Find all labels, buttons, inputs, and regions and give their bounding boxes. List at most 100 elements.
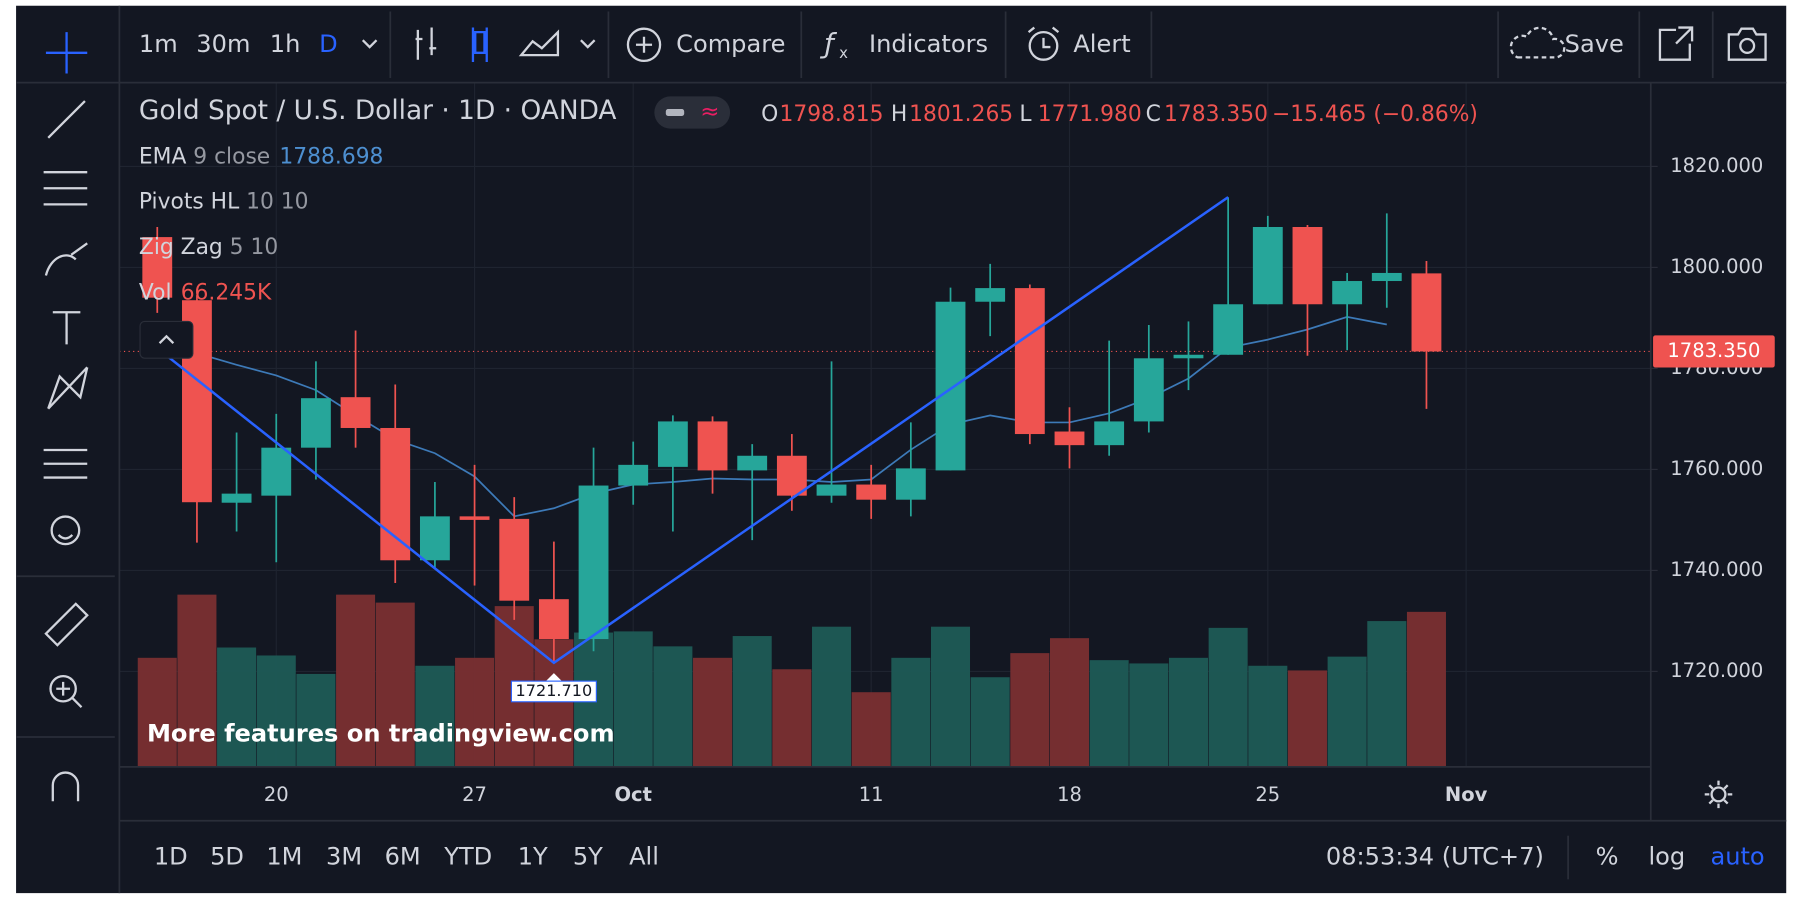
alert-icon[interactable] xyxy=(1027,26,1060,49)
alert-button[interactable]: Alert xyxy=(1073,30,1130,58)
chevron[interactable] xyxy=(361,39,378,49)
interval-button[interactable]: 30m xyxy=(196,30,250,58)
volume-bar xyxy=(851,692,891,767)
candle-body xyxy=(1173,354,1204,359)
candle-body xyxy=(975,288,1006,302)
candle-body xyxy=(499,518,530,601)
ruler-tool[interactable] xyxy=(44,602,89,647)
indicator-row: Pivots HL 10 10 xyxy=(139,190,309,215)
candle-body xyxy=(1292,226,1323,305)
legend: Gold Spot / U.S. Dollar · 1D · OANDA ≈ O… xyxy=(139,95,1478,359)
chart-area: 1720.0001740.0001760.0001780.0001800.000… xyxy=(119,82,1775,806)
area-icon[interactable] xyxy=(518,29,560,57)
y-tick-label: 1800.000 xyxy=(1670,255,1763,278)
popout-icon[interactable] xyxy=(1658,26,1694,61)
auto-toggle[interactable]: auto xyxy=(1710,843,1764,871)
interval-button[interactable]: 1h xyxy=(270,30,301,58)
snapshot-icon[interactable] xyxy=(1727,27,1767,61)
alert-icon[interactable] xyxy=(1028,30,1059,61)
chevron[interactable] xyxy=(580,39,596,49)
percent-toggle[interactable]: % xyxy=(1596,843,1619,871)
interval-button[interactable]: D xyxy=(319,30,338,58)
text-tool[interactable] xyxy=(52,311,81,345)
indicators-button[interactable]: Indicators xyxy=(869,30,988,58)
snapshot-icon[interactable] xyxy=(1739,37,1756,54)
emoji-tool[interactable] xyxy=(57,534,74,540)
compare-button[interactable]: Compare xyxy=(676,30,785,58)
range-button[interactable]: 1M xyxy=(266,843,302,871)
change: −15.465 (−0.86%) xyxy=(1272,102,1478,127)
left-toolbar xyxy=(16,32,115,802)
candle-body xyxy=(1332,281,1363,305)
range-button[interactable]: 1Y xyxy=(518,843,548,871)
last-price-label: 1783.350 xyxy=(1667,339,1760,362)
trendline-tool[interactable] xyxy=(47,100,86,139)
pattern-tool[interactable] xyxy=(47,366,89,410)
range-button[interactable]: 1D xyxy=(154,843,188,871)
candle-body xyxy=(737,455,768,471)
save-icon[interactable] xyxy=(1509,26,1566,59)
range-button[interactable]: YTD xyxy=(443,843,492,871)
y-tick-label: 1820.000 xyxy=(1670,154,1763,177)
candle-body xyxy=(1133,358,1164,422)
candle-body xyxy=(419,516,450,561)
range-button[interactable]: 3M xyxy=(326,843,362,871)
range-button[interactable]: 6M xyxy=(385,843,421,871)
fx-icon[interactable]: x xyxy=(839,44,848,62)
range-button[interactable]: All xyxy=(629,843,659,871)
candle-body xyxy=(578,485,609,640)
indicator-name: EMA xyxy=(139,144,187,169)
x-tick-label: 25 xyxy=(1255,783,1280,806)
zoom-tool[interactable] xyxy=(56,681,83,708)
candle-body xyxy=(816,484,847,496)
fx-icon[interactable]: ƒ xyxy=(819,28,837,60)
volume-bar xyxy=(1010,653,1050,767)
candle-body xyxy=(261,447,292,496)
prediction-tool[interactable] xyxy=(43,448,88,479)
candles-icon[interactable] xyxy=(471,27,488,62)
volume-bar xyxy=(1168,657,1208,767)
volume-bar xyxy=(970,677,1010,767)
candle-body xyxy=(340,397,371,428)
brush-tool[interactable] xyxy=(44,242,88,276)
emoji-tool[interactable] xyxy=(50,515,81,546)
volume-bar xyxy=(1327,656,1367,767)
candle-body xyxy=(776,455,807,496)
candle-body xyxy=(538,599,569,640)
range-button[interactable]: 5Y xyxy=(573,843,603,871)
watermark[interactable]: More features on tradingview.com xyxy=(147,720,615,748)
collapse-button[interactable] xyxy=(158,334,175,345)
volume-bar xyxy=(415,665,455,767)
candle-body xyxy=(618,464,649,486)
volume-bar xyxy=(1049,638,1090,767)
settings-icon[interactable] xyxy=(1704,780,1733,809)
volume-bar xyxy=(296,673,336,767)
volume-bar xyxy=(1406,611,1446,767)
fib-tool[interactable] xyxy=(43,171,88,206)
crosshair-tool[interactable] xyxy=(45,32,88,74)
volume-bar xyxy=(1089,660,1129,767)
magnet-tool[interactable] xyxy=(51,771,80,802)
volume-bar xyxy=(1367,621,1407,767)
collapse-button[interactable] xyxy=(139,320,194,359)
settings-icon[interactable] xyxy=(1710,786,1727,803)
log-toggle[interactable]: log xyxy=(1648,843,1685,871)
compare-icon[interactable] xyxy=(635,36,653,53)
volume-bar xyxy=(177,594,217,767)
candle-body xyxy=(935,301,966,471)
volume-bar xyxy=(336,594,376,767)
interval-button[interactable]: 1m xyxy=(139,30,178,58)
save-button[interactable]: Save xyxy=(1565,30,1624,58)
zoom-tool[interactable] xyxy=(49,675,77,703)
candle-body xyxy=(1252,226,1283,305)
compare-icon[interactable] xyxy=(626,27,662,62)
indicator-params: 5 10 xyxy=(230,235,279,260)
indicator-params: 10 10 xyxy=(246,190,308,215)
range-button[interactable]: 5D xyxy=(210,843,244,871)
volume-bar xyxy=(1208,627,1248,767)
symbol-title: Gold Spot / U.S. Dollar · 1D · OANDA xyxy=(139,95,617,126)
y-tick-label: 1740.000 xyxy=(1670,558,1763,581)
volume-bar xyxy=(653,646,693,767)
bars-icon[interactable] xyxy=(415,27,437,60)
pivot-marker xyxy=(545,673,562,682)
